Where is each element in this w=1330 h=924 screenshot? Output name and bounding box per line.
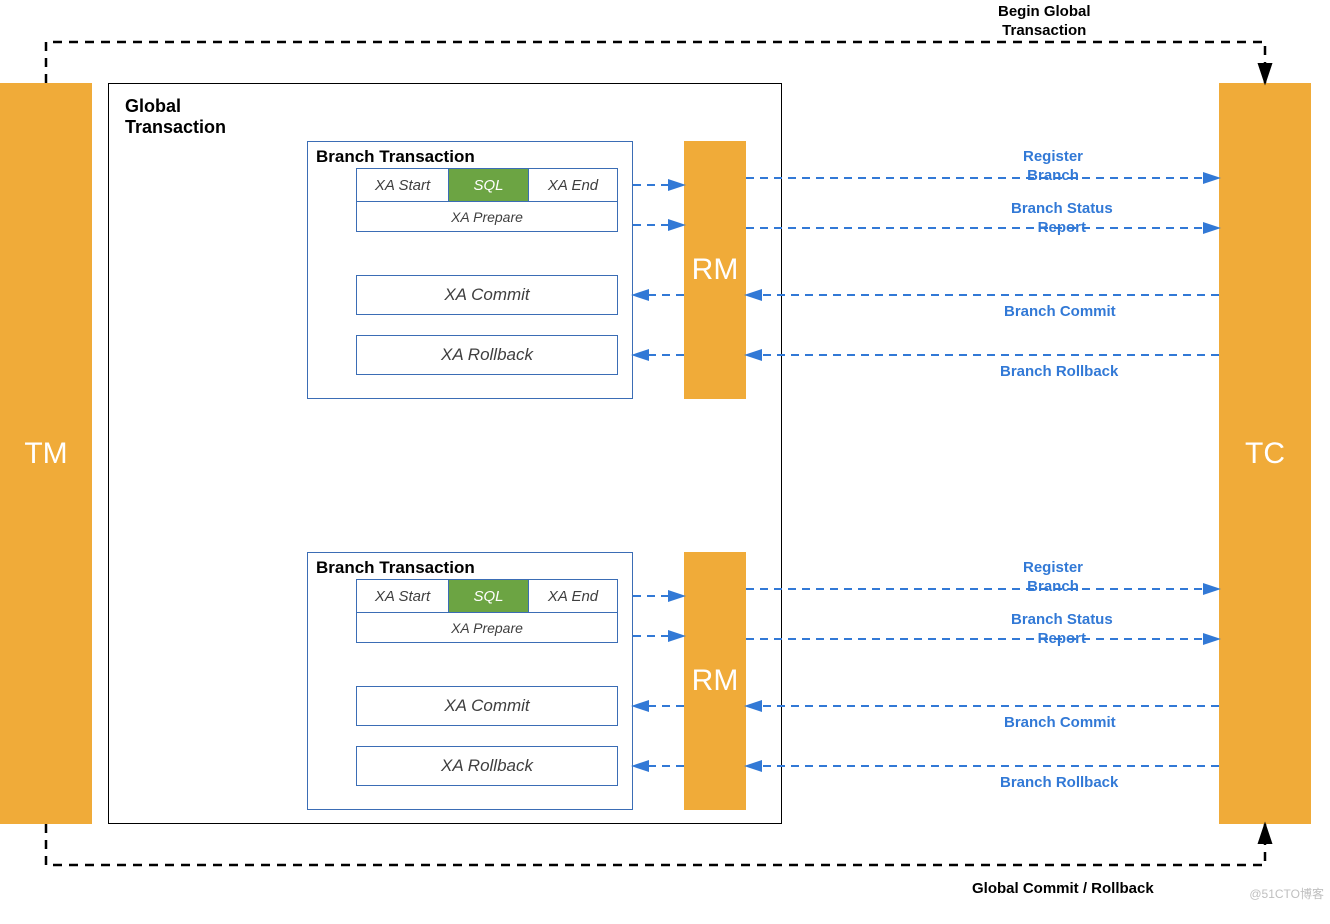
branch-title-1: Branch Transaction — [316, 558, 475, 578]
blue-arrow-label-5: Branch StatusReport — [1011, 200, 1113, 238]
branch-title-0: Branch Transaction — [316, 147, 475, 167]
diagram-stage: TM TC GlobalTransaction RM RM Branch Transact… — [0, 0, 1330, 924]
phase-row-1: XA StartSQLXA End — [356, 579, 618, 613]
global-transaction-title: GlobalTransaction — [125, 96, 226, 138]
tc-block: TC — [1219, 83, 1311, 824]
blue-arrow-label-4: RegisterBranch — [1023, 148, 1083, 186]
begin-global-label: Begin GlobalTransaction — [998, 3, 1091, 41]
xa-end-1: XA End — [529, 580, 617, 612]
xa-rollback-1: XA Rollback — [356, 746, 618, 786]
sql-cell-1: SQL — [449, 580, 529, 612]
tm-block: TM — [0, 83, 92, 824]
global-commit-arrow — [46, 824, 1265, 865]
xa-commit-0: XA Commit — [356, 275, 618, 315]
xa-prepare-1: XA Prepare — [356, 613, 618, 643]
blue-arrow-label-13: Branch StatusReport — [1011, 611, 1113, 649]
xa-prepare-0: XA Prepare — [356, 202, 618, 232]
blue-arrow-label-6: Branch Commit — [1004, 303, 1116, 322]
rm-block-0: RM — [684, 141, 746, 399]
rm-block-1: RM — [684, 552, 746, 810]
blue-arrow-label-14: Branch Commit — [1004, 714, 1116, 733]
phase-row-0: XA StartSQLXA End — [356, 168, 618, 202]
blue-arrow-label-12: RegisterBranch — [1023, 559, 1083, 597]
watermark: @51CTO博客 — [1249, 885, 1324, 902]
xa-end-0: XA End — [529, 169, 617, 201]
blue-arrow-label-15: Branch Rollback — [1000, 774, 1118, 793]
sql-cell-0: SQL — [449, 169, 529, 201]
begin-global-arrow — [46, 42, 1265, 83]
xa-rollback-0: XA Rollback — [356, 335, 618, 375]
xa-start-1: XA Start — [357, 580, 449, 612]
blue-arrow-label-7: Branch Rollback — [1000, 363, 1118, 382]
xa-start-0: XA Start — [357, 169, 449, 201]
xa-commit-1: XA Commit — [356, 686, 618, 726]
global-commit-label: Global Commit / Rollback — [972, 880, 1154, 899]
